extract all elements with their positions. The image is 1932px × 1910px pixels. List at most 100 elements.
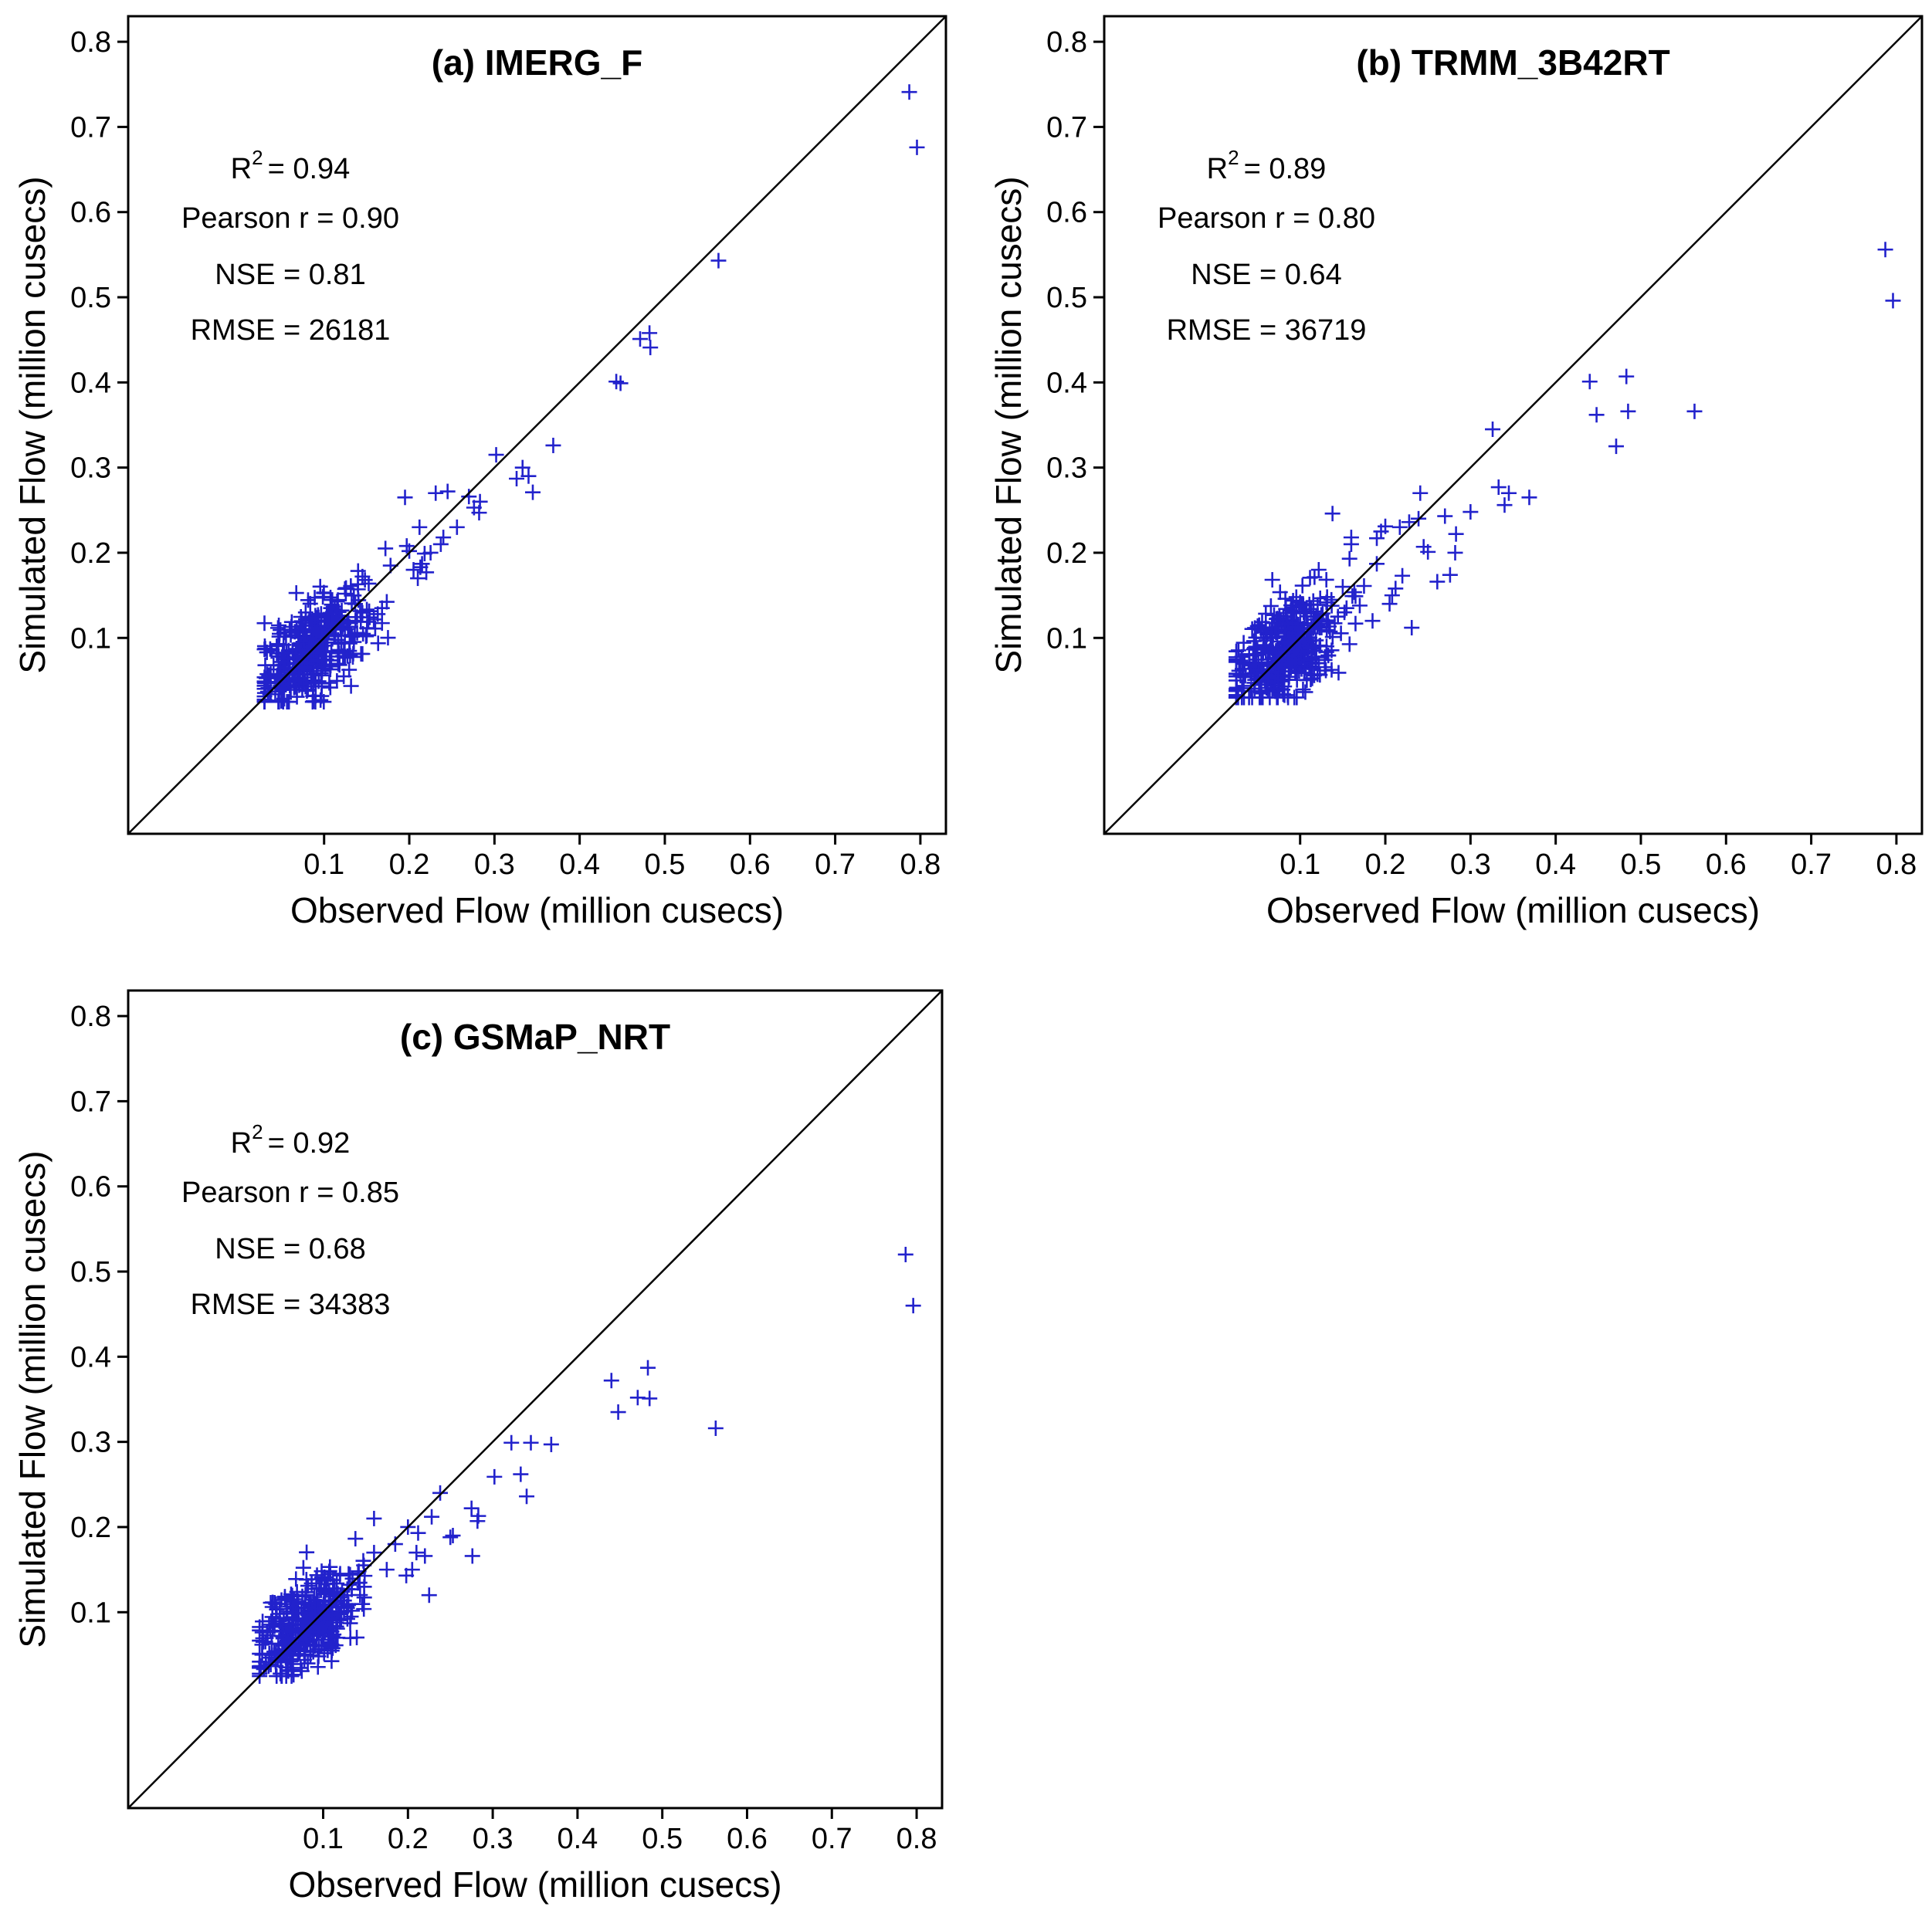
- data-point: [320, 1571, 336, 1587]
- data-point: [324, 610, 340, 626]
- data-point: [1521, 489, 1537, 506]
- data-point: [370, 635, 386, 652]
- data-point: [509, 470, 525, 486]
- data-point: [1686, 403, 1703, 419]
- data-point: [1270, 653, 1286, 669]
- x-tick-label: 0.8: [897, 1823, 937, 1855]
- data-point: [1273, 611, 1289, 628]
- data-point: [1333, 625, 1349, 642]
- data-point: [642, 1390, 658, 1407]
- data-point: [290, 630, 307, 646]
- y-tick-label: 0.2: [70, 1512, 111, 1544]
- data-point: [1252, 689, 1268, 706]
- data-point: [610, 1404, 626, 1421]
- data-point: [334, 618, 351, 635]
- data-point: [405, 562, 422, 578]
- data-point: [1264, 615, 1280, 631]
- data-point: [1381, 596, 1398, 612]
- data-point: [344, 595, 360, 611]
- data-point: [290, 1622, 306, 1638]
- panel-c-rmse: RMSE = 34383: [191, 1289, 391, 1321]
- data-point: [545, 437, 561, 453]
- data-point: [331, 645, 347, 662]
- data-point: [1330, 665, 1347, 681]
- data-point: [1415, 539, 1432, 555]
- r2-label: R: [231, 1127, 252, 1160]
- x-tick-label: 0.7: [1791, 848, 1832, 881]
- data-point: [1276, 621, 1293, 637]
- data-point: [293, 1660, 309, 1676]
- y-tick-label: 0.7: [70, 1085, 111, 1118]
- data-point: [461, 489, 477, 505]
- data-point: [276, 680, 292, 696]
- data-point: [513, 1466, 529, 1482]
- data-point: [1284, 655, 1300, 671]
- data-point: [642, 340, 659, 356]
- data-point: [284, 645, 300, 662]
- data-point: [1327, 615, 1343, 632]
- data-point: [259, 1627, 276, 1644]
- data-point: [297, 1587, 314, 1603]
- data-point: [412, 559, 429, 575]
- data-point: [1620, 403, 1636, 419]
- data-point: [271, 618, 287, 634]
- r2-value: = 0.92: [268, 1127, 351, 1160]
- data-point: [1297, 601, 1313, 618]
- data-point: [1294, 577, 1310, 594]
- data-point: [339, 1610, 355, 1627]
- data-point: [354, 568, 371, 584]
- data-point: [1248, 638, 1264, 655]
- data-point: [317, 1605, 334, 1621]
- panel-c-x-axis-label: Observed Flow (million cusecs): [288, 1864, 781, 1905]
- data-point: [408, 1545, 425, 1561]
- data-point: [472, 493, 488, 510]
- r2-value: = 0.89: [1244, 153, 1327, 185]
- x-tick-label: 0.3: [473, 1823, 514, 1855]
- data-point: [278, 1634, 294, 1650]
- y-tick-label: 0.6: [1046, 197, 1087, 229]
- data-point: [284, 1656, 300, 1672]
- data-point: [1885, 293, 1901, 309]
- data-point: [366, 1545, 382, 1561]
- y-tick-label: 0.1: [1046, 622, 1087, 655]
- data-point: [343, 678, 359, 694]
- data-point: [1303, 641, 1320, 657]
- y-tick-label: 0.6: [70, 197, 111, 229]
- x-tick-label: 0.6: [730, 848, 771, 881]
- panel-a-stats: R2 = 0.94 Pearson r = 0.90 NSE = 0.81 RMS…: [181, 146, 399, 347]
- data-point: [258, 1654, 274, 1671]
- data-point: [306, 1621, 322, 1637]
- y-tick-label: 0.7: [70, 111, 111, 144]
- x-tick-label: 0.4: [557, 1823, 598, 1855]
- data-point: [421, 1587, 437, 1604]
- data-point: [1391, 519, 1408, 535]
- x-tick-label: 0.5: [645, 848, 686, 881]
- data-point: [397, 489, 413, 506]
- data-point: [1485, 422, 1501, 438]
- data-point: [286, 678, 303, 694]
- y-tick-label: 0.3: [1046, 452, 1087, 485]
- data-point: [1280, 630, 1296, 646]
- data-point: [1300, 621, 1316, 637]
- panel-a-rmse: RMSE = 26181: [191, 314, 391, 347]
- data-point: [519, 1488, 535, 1505]
- data-point: [355, 625, 371, 642]
- panel-b-rmse: RMSE = 36719: [1167, 314, 1367, 347]
- data-point: [488, 447, 504, 463]
- y-tick-label: 0.6: [70, 1171, 111, 1204]
- data-point: [341, 1597, 357, 1613]
- data-point: [1283, 598, 1300, 614]
- data-point: [332, 611, 348, 628]
- data-point: [1318, 594, 1334, 611]
- data-point: [1369, 556, 1385, 572]
- y-tick-label: 0.7: [1046, 111, 1087, 144]
- data-point: [282, 1598, 298, 1614]
- data-point: [352, 1587, 368, 1603]
- data-point: [1351, 598, 1368, 614]
- panel-c-x-ticks: 0.1 0.2 0.3 0.4 0.5 0.6 0.7 0.8: [303, 1808, 937, 1855]
- data-point: [1246, 640, 1263, 656]
- data-point: [523, 1434, 539, 1451]
- r2-label: R: [231, 153, 252, 185]
- x-tick-label: 0.1: [303, 848, 344, 881]
- data-point: [351, 592, 367, 608]
